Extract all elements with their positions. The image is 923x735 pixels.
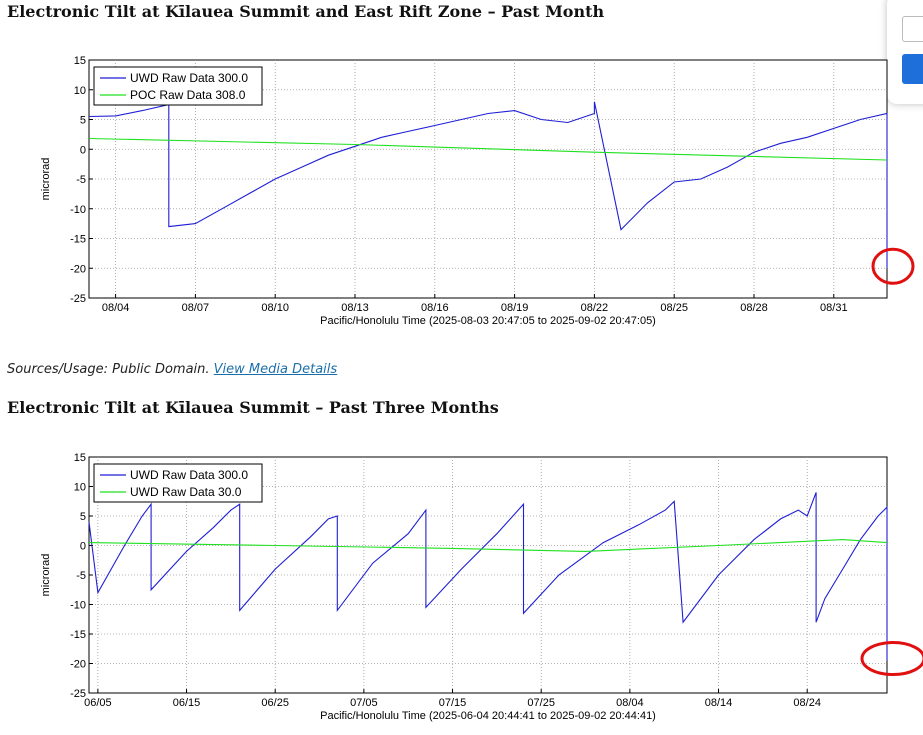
y-tick-label: 15 — [74, 452, 86, 464]
y-tick-label: -25 — [70, 293, 86, 305]
y-tick-label: 10 — [74, 85, 86, 97]
x-tick-label: 08/25 — [660, 302, 688, 314]
chart-svg: 15 10 5 0 -5 -10 -15 -20 -25 08/04 08/07 08/10 08/13… — [40, 55, 915, 327]
legend-box — [93, 66, 263, 106]
x-tick-label: 08/16 — [421, 302, 449, 314]
y-tick-label: 10 — [74, 482, 86, 494]
x-tick-label: 06/25 — [261, 697, 289, 709]
series-line-1 — [88, 137, 888, 161]
highlight-circle — [871, 247, 915, 285]
y-tick-label: -20 — [70, 659, 86, 671]
x-tick-label: 08/07 — [182, 302, 210, 314]
view-media-details-link[interactable]: View Media Details — [213, 362, 338, 377]
y-tick-label: -20 — [70, 263, 86, 275]
y-tick-label: -25 — [70, 688, 86, 700]
highlight-circle — [860, 641, 923, 677]
chart-title-past-month: Electronic Tilt at Kīlauea Summit and Ea… — [7, 2, 605, 21]
x-tick-label: 08/10 — [261, 302, 289, 314]
legend-label: UWD Raw Data 300.0 — [130, 71, 248, 85]
y-tick-label: 5 — [80, 511, 86, 523]
legend-box — [93, 463, 263, 503]
x-tick-label: 08/04 — [102, 302, 130, 314]
series-line-0 — [88, 101, 888, 269]
x-tick-label: 08/19 — [501, 302, 529, 314]
legend-label: POC Raw Data 308.0 — [130, 88, 246, 102]
x-tick-label: 08/28 — [740, 302, 768, 314]
side-action-button[interactable] — [902, 54, 923, 84]
y-tick-label: 0 — [80, 541, 86, 553]
y-tick-label: 15 — [74, 55, 86, 67]
x-tick-label: 07/15 — [439, 697, 467, 709]
y-tick-label: -10 — [70, 204, 86, 216]
x-tick-label: 08/22 — [581, 302, 609, 314]
y-tick-label: -15 — [70, 629, 86, 641]
legend-label: UWD Raw Data 30.0 — [130, 485, 242, 499]
x-tick-label: 06/15 — [173, 697, 201, 709]
x-tick-label: 08/31 — [820, 302, 848, 314]
legend-label: UWD Raw Data 300.0 — [130, 468, 248, 482]
y-tick-label: -5 — [76, 570, 86, 582]
side-input-field[interactable] — [902, 16, 923, 42]
y-tick-label: 0 — [80, 144, 86, 156]
series-line-0 — [88, 492, 888, 661]
sources-text: Sources/Usage: Public Domain. — [7, 362, 210, 377]
series-line-1 — [88, 539, 888, 552]
x-tick-label: 07/05 — [350, 697, 378, 709]
y-axis-label: microrad — [40, 554, 52, 597]
x-tick-label: 08/24 — [793, 697, 821, 709]
x-axis-label: Pacific/Honolulu Time (2025-06-04 20:44:… — [320, 710, 656, 722]
y-tick-label: -5 — [76, 174, 86, 186]
x-tick-label: 07/25 — [527, 697, 555, 709]
x-tick-label: 08/04 — [616, 697, 644, 709]
y-tick-label: -15 — [70, 234, 86, 246]
x-axis-label: Pacific/Honolulu Time (2025-08-03 20:47:… — [320, 315, 656, 327]
sources-usage: Sources/Usage: Public Domain. View Media… — [7, 362, 337, 377]
x-tick-label: 08/14 — [705, 697, 733, 709]
x-tick-label: 06/05 — [84, 697, 112, 709]
y-tick-label: 5 — [80, 115, 86, 127]
chart-past-month: 15 10 5 0 -5 -10 -15 -20 -25 08/04 08/07 08/10 08/13… — [0, 44, 923, 344]
x-tick-label: 08/13 — [341, 302, 369, 314]
chart-past-three-months: 15 10 5 0 -5 -10 -15 -20 -25 06/05 06/15 06/25 07/05… — [0, 442, 923, 735]
y-tick-label: -10 — [70, 600, 86, 612]
chart-title-past-three-months: Electronic Tilt at Kīlauea Summit – Past… — [7, 398, 499, 417]
y-axis-label: microrad — [40, 158, 52, 201]
side-panel — [887, 0, 923, 104]
